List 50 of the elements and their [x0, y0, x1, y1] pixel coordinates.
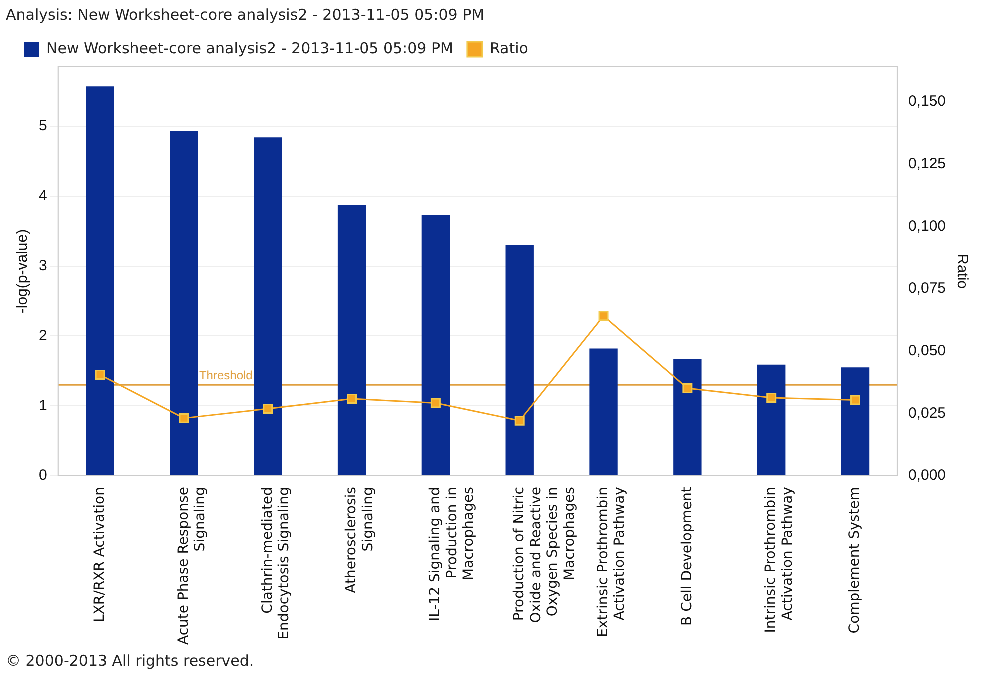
bar [422, 215, 450, 476]
point [263, 404, 274, 414]
y2-tick-label: 0,100 [908, 218, 946, 235]
chart-title: Analysis: New Worksheet-core analysis2 - 2013-11-05 05:09 PM [6, 6, 485, 24]
text: © 2000-2013 All rights reserved. [6, 652, 254, 670]
x-tick-label: Production of Nitric Oxide and Reactive Oxygen Species in Macrophages [512, 487, 578, 624]
point [514, 416, 525, 426]
point [95, 370, 106, 380]
bar [674, 359, 702, 476]
y-tick-label: 1 [39, 397, 48, 414]
y2-tick-label: 0,000 [908, 467, 946, 484]
point [430, 398, 441, 408]
x-tick-label: Extrinsic Prothrombin Activation Pathway [595, 487, 628, 638]
ref-line-label: Threshold [199, 368, 253, 382]
bar [254, 138, 282, 476]
bar [758, 364, 786, 476]
y2-tick-label: 0,075 [908, 280, 946, 298]
point [179, 413, 190, 424]
bar [338, 205, 366, 476]
point [347, 394, 358, 404]
y-tick-label: 2 [39, 327, 48, 344]
bar [590, 348, 618, 476]
y-tick-label: 4 [39, 188, 48, 204]
bar [86, 86, 114, 476]
point [850, 395, 860, 406]
y-axis-title: -log(p-value) [14, 229, 32, 314]
x-tick-label: Atherosclerosis Signaling [344, 487, 376, 594]
legend-label: Ratio [490, 39, 528, 58]
point [682, 384, 693, 394]
bar [841, 368, 870, 476]
y-tick-label: 5 [39, 118, 48, 135]
bar [506, 245, 534, 476]
x-tick-label: LXR/RXR Activation [92, 487, 108, 622]
legend-label: New Worksheet-core analysis2 - 2013-11-05 05:09 PM [46, 39, 454, 58]
x-tick-label: Intrinsic Prothrombin Activation Pathway [763, 487, 796, 634]
y-tick-label: 3 [39, 257, 48, 274]
x-tick-label: Acute Phase Response Signaling [176, 487, 209, 646]
x-tick-label: IL-12 Signaling and Production in Macrophages [428, 487, 478, 622]
y2-tick-label: 0,125 [908, 155, 946, 172]
point [598, 311, 609, 322]
y-tick-label: 0 [39, 467, 48, 484]
x-tick-label: Complement System [847, 487, 864, 634]
x-tick-label: Clathrin-mediated Endocytosis Signaling [260, 487, 293, 640]
y2-tick-label: 0,150 [908, 93, 946, 110]
point [766, 392, 777, 403]
y2-tick-label: 0,050 [908, 342, 946, 360]
y2-axis-title: Ratio [954, 254, 971, 290]
x-tick-label: B Cell Development [679, 486, 696, 626]
y2-tick-label: 0,025 [908, 404, 946, 422]
bar [170, 131, 198, 476]
